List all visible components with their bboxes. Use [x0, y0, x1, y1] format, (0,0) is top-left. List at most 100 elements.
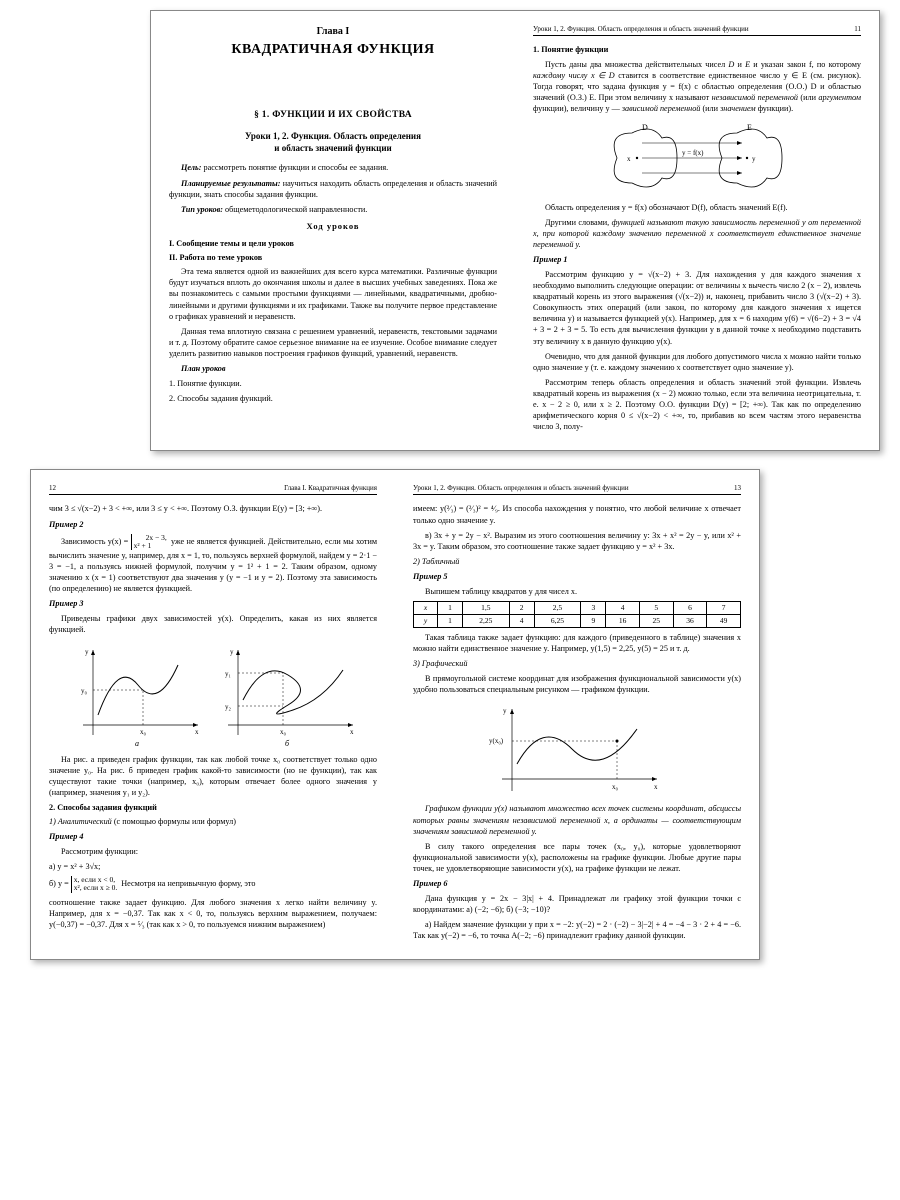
definition-para: Пусть даны два множества действительных … [533, 59, 861, 114]
graph-def: Графиком функции y(x) называют множество… [413, 803, 741, 836]
graphic-intro: В прямоугольной системе координат для из… [413, 673, 741, 695]
heading-methods: 2. Способы задания функций [49, 802, 377, 813]
def-frag-b: и указан закон f, по которому [753, 60, 861, 69]
notation-para: Область определения y = f(x) обозначают … [533, 202, 861, 213]
diag-label-x: x [627, 155, 631, 163]
page-header-11: Уроки 1, 2. Функция. Область определения… [533, 25, 861, 36]
alt-def-para: Другими словами, функцией называют такую… [533, 217, 861, 250]
results-label: Планируемые результаты: [181, 179, 280, 188]
method-1-text: (с помощью формулы или формул) [112, 817, 236, 826]
def-frag-l: функции). [758, 104, 793, 113]
example-6-text: Дана функция y = 2x − 3|x| + 4. Принадле… [413, 893, 741, 915]
sg-x0: x₀ [612, 783, 619, 791]
graphs-explain: На рис. а приведен график функции, так к… [49, 754, 377, 798]
page-header-13: Уроки 1, 2. Функция. Область определения… [413, 484, 741, 495]
book-spread-1: Глава I КВАДРАТИЧНАЯ ФУНКЦИЯ § 1. ФУНКЦИ… [150, 10, 880, 451]
running-head: Глава I. Квадратичная функция [284, 484, 377, 493]
results-para: Планируемые результаты: научиться находи… [169, 178, 497, 200]
def-frag-j: (или [702, 104, 720, 113]
sg-x: x [654, 783, 658, 791]
method-3-label: 3) Графический [413, 658, 741, 669]
graph-b-label: б [285, 739, 290, 748]
example-2-text: Зависимость y(x) = 2x − 3, x² + 1 уже не… [49, 534, 377, 595]
graph-def-lead: Графиком функции y(x) [425, 804, 507, 813]
plan-item-1: 1. Понятие функции. [169, 378, 497, 389]
table-explain: Такая таблица также задает функцию: для … [413, 632, 741, 654]
subsection-2: II. Работа по теме уроков [169, 252, 497, 263]
example-5-intro: Выпишем таблицу квадратов y для чисел x. [413, 586, 741, 597]
page-number: 11 [854, 25, 861, 34]
chapter-title: КВАДРАТИЧНАЯ ФУНКЦИЯ [169, 41, 497, 60]
graph-b-y: y [230, 648, 234, 656]
uniqueness-para: Очевидно, что для данной функции для люб… [533, 351, 861, 373]
lesson-title-line1: Уроки 1, 2. Функция. Область определения [245, 131, 421, 141]
graph-a-y: y [85, 648, 89, 656]
example-4a: а) y = x² + 3√x; [49, 861, 377, 872]
def-frag-h: функции), величину y — [533, 104, 622, 113]
ex2-piece2: x² + 1 [134, 541, 152, 550]
subsection-1: I. Сообщение темы и цели уроков [169, 238, 497, 249]
page-number: 13 [734, 484, 741, 493]
graph-b-x: x [350, 728, 354, 736]
intro-para-1: Эта тема является одной из важнейших для… [169, 266, 497, 321]
running-head: Уроки 1, 2. Функция. Область определения… [413, 484, 629, 493]
sg-y: y [503, 707, 507, 715]
continuation-para: чим 3 ≤ √(x−2) + 3 < +∞, или 3 ≤ y < +∞.… [49, 503, 377, 514]
example-6-sol: а) Найдем значение функции y при x = −2:… [413, 919, 741, 941]
altdef-lead: Другими словами, [545, 218, 612, 227]
domain-range-para: Рассмотрим теперь область определения и … [533, 377, 861, 432]
method-1: 1) Аналитический (с помощью формулы или … [49, 816, 377, 827]
def-frag-i: зависимой переменной [622, 104, 701, 113]
diag-label-y: y [752, 155, 756, 163]
ex4b-p2: x², если x ≥ 0. [74, 883, 117, 892]
page-chapter-opener: Глава I КВАДРАТИЧНАЯ ФУНКЦИЯ § 1. ФУНКЦИ… [151, 11, 515, 450]
page-header-12: 12 Глава I. Квадратичная функция [49, 484, 377, 495]
ex4b-tail: Несмотря на непривычную форму, это [121, 879, 255, 888]
graph-a-y0: y₀ [81, 687, 88, 695]
sg-yx0: y(x₀) [489, 737, 504, 745]
example-4-label: Пример 4 [49, 831, 377, 842]
book-spread-2: 12 Глава I. Квадратичная функция чим 3 ≤… [30, 469, 760, 960]
type-text: общеметодологической направленности. [223, 205, 367, 214]
example-3-text: Приведены графики двух зависимостей y(x)… [49, 613, 377, 635]
def-frag-c: каждому числу x ∈ D [533, 71, 615, 80]
continuation-13: имеем: y(²⁄₃) = (²⁄₃)² = ⁴⁄₉. Из способа… [413, 503, 741, 525]
def-frag-f: (или [800, 93, 818, 102]
graph-a-label: а [135, 739, 139, 748]
graph-points-para: В силу такого определения все пары точек… [413, 841, 741, 874]
plan-item-2: 2. Способы задания функций. [169, 393, 497, 404]
single-graph-diagram: x y x₀ y(x₀) [487, 699, 667, 799]
example-3-label: Пример 3 [49, 598, 377, 609]
graph-a-x0: x₀ [140, 728, 147, 736]
def-frag-e: независимой переменной [712, 93, 798, 102]
diag-label-D: D [642, 123, 648, 132]
method-1-label: 1) Аналитический [49, 817, 112, 826]
example-2-label: Пример 2 [49, 519, 377, 530]
lesson-title: Уроки 1, 2. Функция. Область определения… [169, 130, 497, 154]
mapping-diagram: D E x y y = f(x) [597, 118, 797, 198]
goal-para: Цель: рассмотреть понятие функции и спос… [169, 162, 497, 173]
example-1-label: Пример 1 [533, 254, 861, 265]
table-row: x11,522,534567 [414, 601, 741, 614]
plan-label: План уроков [169, 363, 497, 374]
example-4b: б) y = x, если x < 0, x², если x ≥ 0. Не… [49, 876, 377, 893]
def-frag-g: аргументом [818, 93, 861, 102]
example-6-label: Пример 6 [413, 878, 741, 889]
example-4-intro: Рассмотрим функции: [49, 846, 377, 857]
two-graphs-diagram: x y x₀ y₀ а x y x₀ y₁ y₂ б [63, 640, 363, 750]
chapter-label: Глава I [169, 25, 497, 39]
page-12: 12 Глава I. Квадратичная функция чим 3 ≤… [31, 470, 395, 959]
section-title: § 1. ФУНКЦИИ И ИХ СВОЙСТВА [169, 109, 497, 122]
page-13: Уроки 1, 2. Функция. Область определения… [395, 470, 759, 959]
ex2-lead: Зависимость y(x) = [61, 537, 131, 546]
graph-b-y2: y₂ [225, 703, 232, 711]
page-11: Уроки 1, 2. Функция. Область определения… [515, 11, 879, 450]
diag-label-E: E [747, 123, 752, 132]
page-number: 12 [49, 484, 56, 493]
heading-concept: 1. Понятие функции [533, 44, 861, 55]
graph-b-y1: y₁ [225, 670, 231, 678]
graph-a-x: x [195, 728, 199, 736]
type-label: Тип уроков: [181, 205, 223, 214]
example-4-cont: соотношение также задает функцию. Для лю… [49, 897, 377, 930]
progress-heading: Ход уроков [169, 221, 497, 232]
